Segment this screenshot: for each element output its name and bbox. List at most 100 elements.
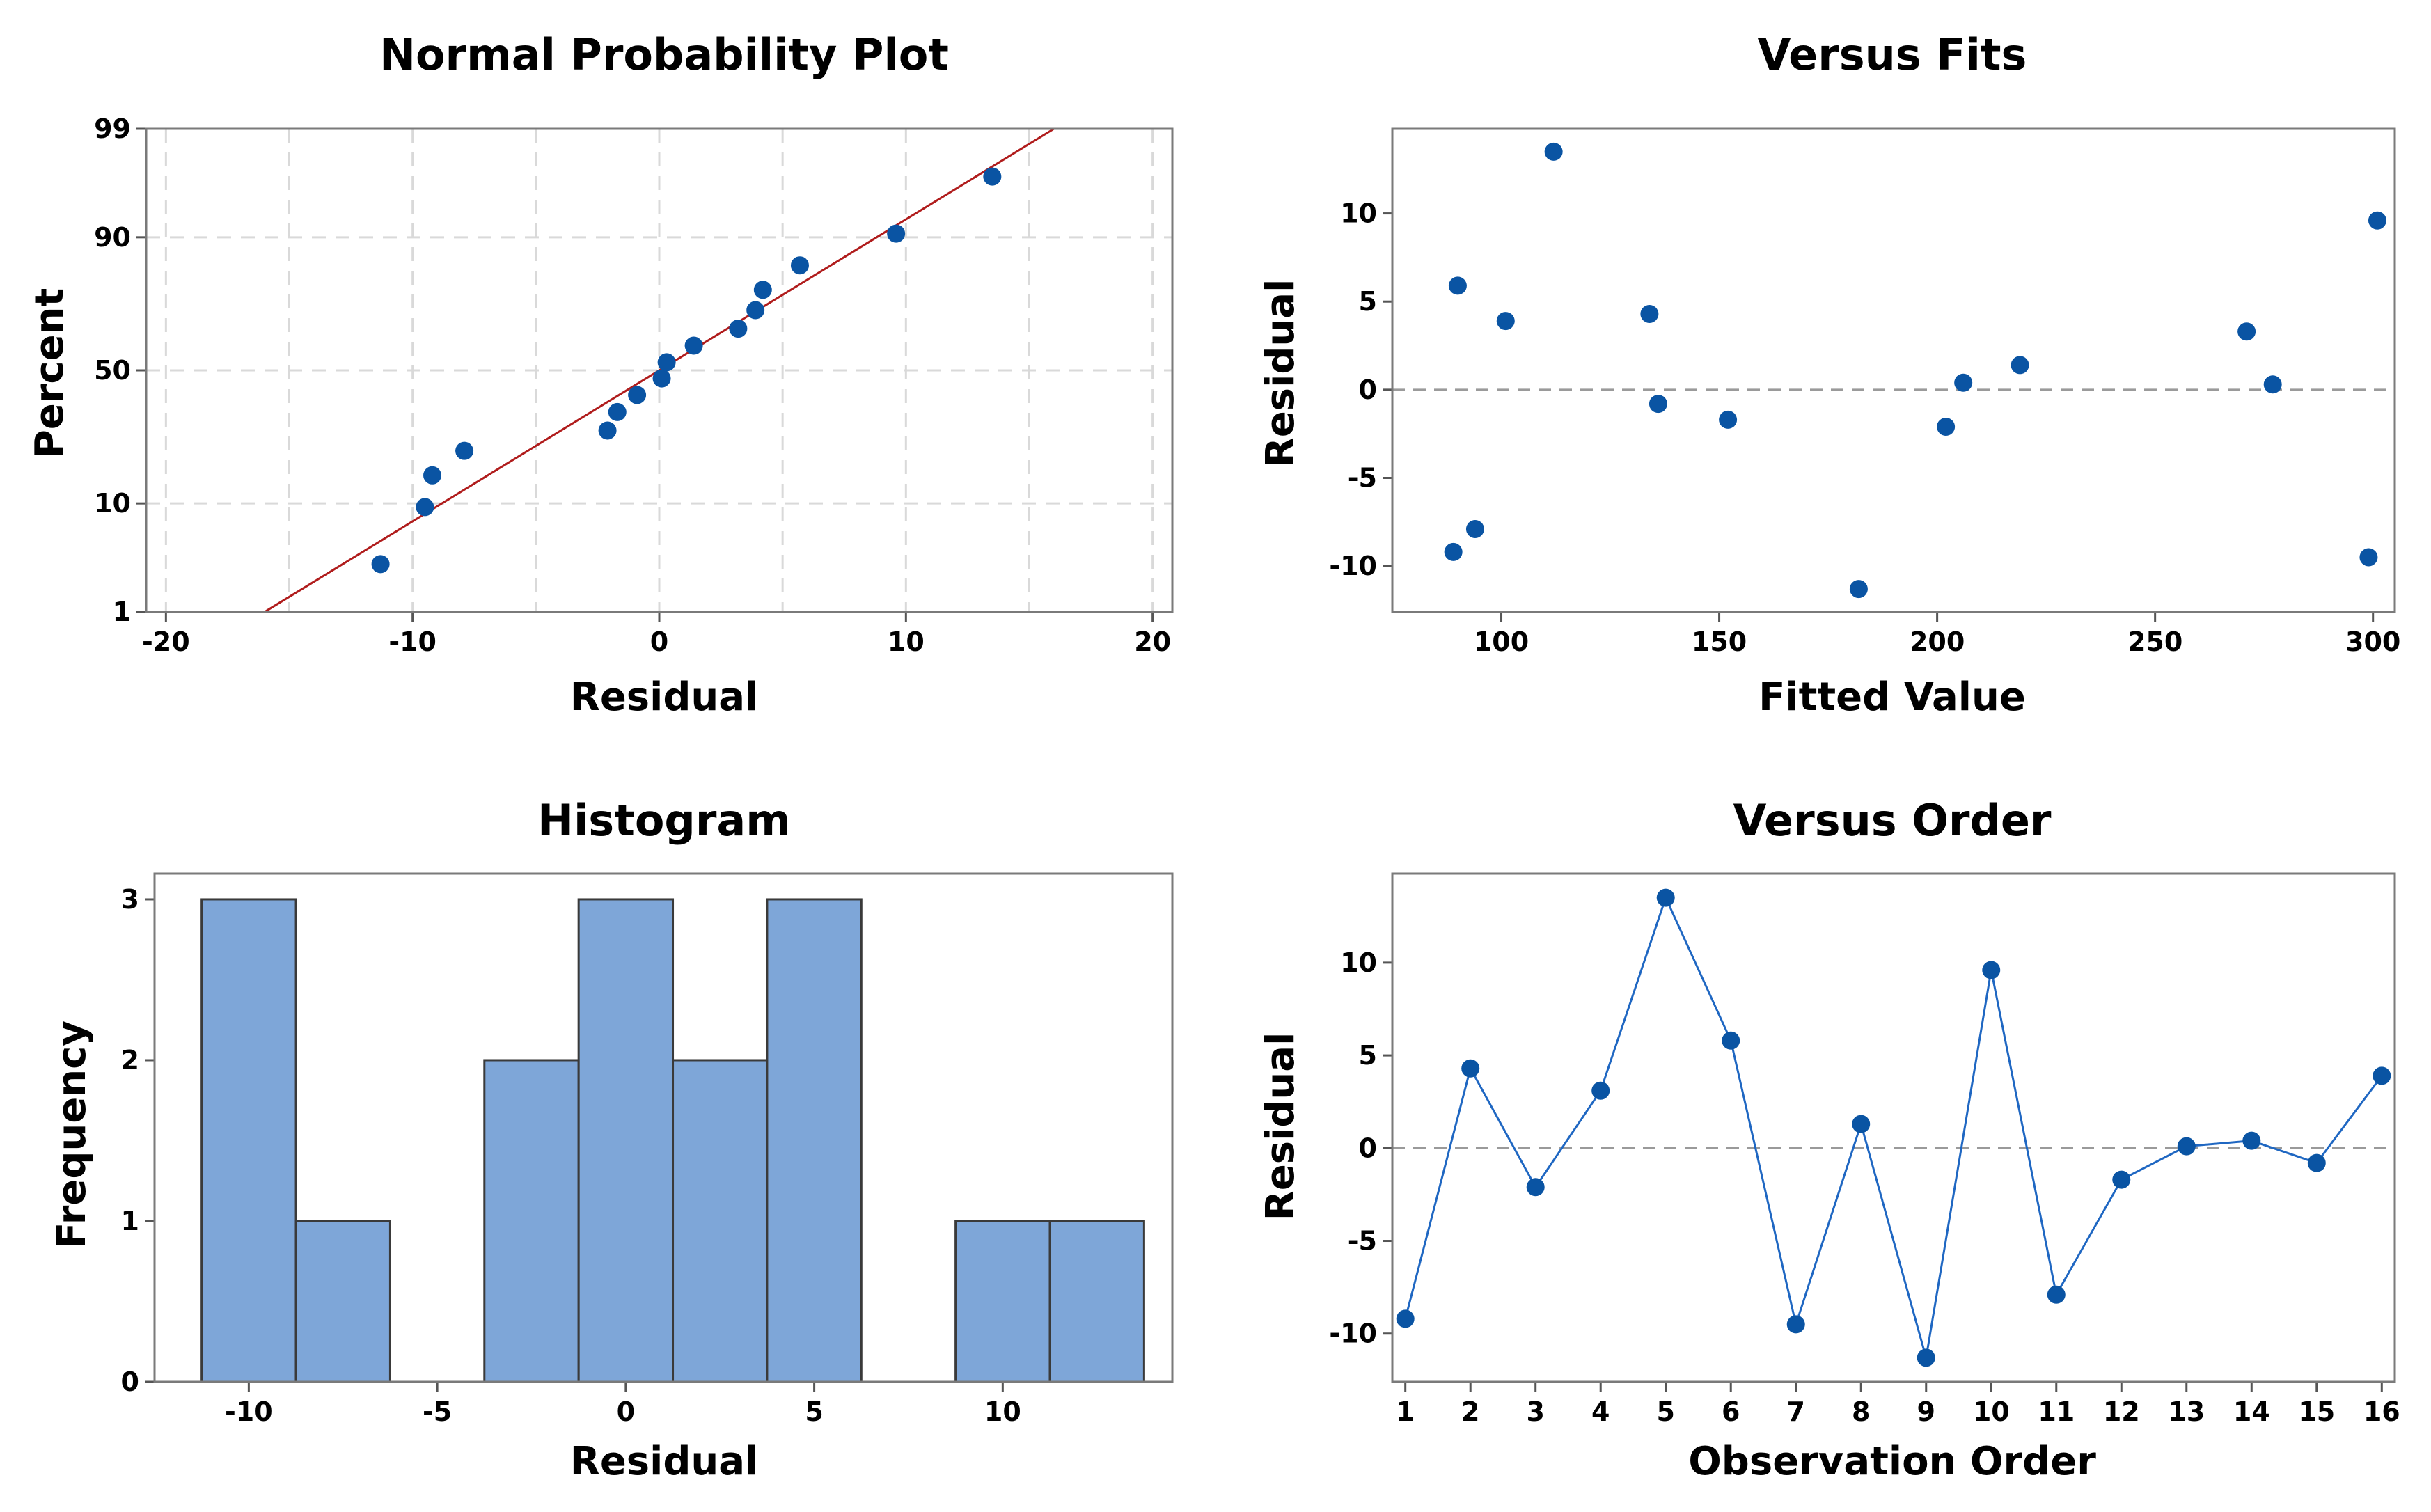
vfits-point bbox=[1544, 142, 1563, 161]
vorder-xtick-label: 9 bbox=[1917, 1396, 1935, 1427]
vorder-xtick-label: 13 bbox=[2168, 1396, 2205, 1427]
npp-point bbox=[455, 441, 474, 460]
npp-xtick-label: 20 bbox=[1134, 627, 1171, 657]
npp-xtick-label: 0 bbox=[650, 627, 668, 657]
vorder-point bbox=[1982, 961, 2001, 979]
vfits-ytick-label: 0 bbox=[1359, 375, 1377, 405]
panel-versus-fits: Versus Fits Residual Fitted Value 100 150… bbox=[1258, 29, 2400, 720]
vfits-xtick-label: 250 bbox=[2127, 627, 2182, 657]
vfits-ytick-label: -5 bbox=[1348, 463, 1377, 494]
vorder-point bbox=[1591, 1081, 1610, 1100]
npp-xlabel: Residual bbox=[570, 675, 759, 720]
vorder-point bbox=[1461, 1059, 1480, 1078]
vfits-ytick-label: -10 bbox=[1329, 551, 1377, 581]
npp-ytick-label: 99 bbox=[94, 113, 131, 144]
npp-ylabel: Percent bbox=[27, 288, 72, 458]
vorder-xtick-label: 11 bbox=[2038, 1396, 2075, 1427]
vfits-title: Versus Fits bbox=[1758, 29, 2027, 80]
npp-xtick-label: -10 bbox=[388, 627, 436, 657]
vorder-xtick-label: 5 bbox=[1657, 1396, 1675, 1427]
npp-point bbox=[684, 336, 703, 355]
vorder-frame bbox=[1391, 872, 2396, 1383]
vfits-point bbox=[1937, 418, 1956, 436]
vfits-point bbox=[1649, 395, 1667, 414]
npp-point bbox=[753, 281, 772, 299]
vorder-xtick-label: 1 bbox=[1396, 1396, 1414, 1427]
npp-point bbox=[423, 466, 442, 485]
vorder-xtick-label: 8 bbox=[1852, 1396, 1870, 1427]
hist-bar bbox=[577, 898, 675, 1383]
vfits-ylabel: Residual bbox=[1258, 279, 1303, 468]
vfits-point bbox=[2359, 548, 2378, 567]
vorder-ytick-label: -5 bbox=[1348, 1226, 1377, 1257]
vfits-point bbox=[1465, 519, 1484, 538]
vorder-point bbox=[2177, 1137, 2196, 1156]
vorder-points bbox=[1396, 888, 2391, 1367]
vfits-xtick-label: 300 bbox=[2345, 627, 2400, 657]
panel-normal-probability-plot: Normal Probability Plot Percent Residual… bbox=[27, 29, 1174, 720]
vorder-xtick-label: 3 bbox=[1526, 1396, 1544, 1427]
vorder-xtick-label: 12 bbox=[2103, 1396, 2140, 1427]
hist-frame bbox=[153, 872, 1174, 1383]
npp-ytick-label: 50 bbox=[94, 355, 131, 386]
panel-histogram: Histogram Frequency Residual -10 -5 0 5 10 0 1… bbox=[49, 795, 1174, 1484]
vfits-point bbox=[1849, 580, 1868, 599]
vfits-point bbox=[2368, 211, 2386, 230]
vorder-ytick-label: 10 bbox=[1340, 947, 1377, 978]
vorder-point bbox=[1526, 1178, 1545, 1197]
hist-xtick-label: -5 bbox=[423, 1396, 452, 1427]
hist-ytick-label: 2 bbox=[121, 1045, 139, 1076]
vorder-xtick-label: 15 bbox=[2298, 1396, 2335, 1427]
hist-bar bbox=[766, 898, 863, 1383]
vorder-ytick-label: 0 bbox=[1359, 1133, 1377, 1163]
vfits-points bbox=[1444, 142, 2386, 599]
npp-point bbox=[729, 320, 748, 338]
vorder-point bbox=[1852, 1115, 1871, 1133]
panel-versus-order: Versus Order Residual Observation Order … bbox=[1258, 795, 2400, 1484]
vfits-xtick-label: 150 bbox=[1692, 627, 1747, 657]
vfits-point bbox=[1954, 373, 1973, 392]
npp-point bbox=[657, 353, 676, 372]
hist-ticks: -10 -5 0 5 10 0 1 2 3 bbox=[121, 884, 1021, 1427]
npp-points bbox=[371, 167, 1002, 574]
vorder-title: Versus Order bbox=[1733, 795, 2051, 846]
vfits-point bbox=[2237, 322, 2256, 341]
npp-ytick-label: 90 bbox=[94, 222, 131, 253]
npp-title: Normal Probability Plot bbox=[379, 29, 949, 80]
hist-bar bbox=[200, 898, 297, 1383]
npp-xtick-label: -20 bbox=[142, 627, 190, 657]
vfits-xtick-label: 100 bbox=[1474, 627, 1529, 657]
vfits-xtick-label: 200 bbox=[1910, 627, 1965, 657]
npp-point bbox=[628, 386, 647, 404]
npp-point bbox=[371, 555, 390, 574]
vfits-point bbox=[1448, 276, 1467, 295]
vorder-point bbox=[2307, 1153, 2326, 1172]
hist-xtick-label: -10 bbox=[225, 1396, 273, 1427]
hist-ytick-label: 3 bbox=[121, 884, 139, 915]
vorder-xtick-label: 10 bbox=[1973, 1396, 2010, 1427]
hist-ylabel: Frequency bbox=[49, 1021, 95, 1249]
hist-ytick-label: 1 bbox=[121, 1206, 139, 1236]
vorder-point bbox=[2242, 1131, 2261, 1150]
npp-ticks: -20 -10 0 10 20 1 10 50 90 99 bbox=[94, 113, 1171, 657]
vorder-point bbox=[2047, 1285, 2066, 1304]
vorder-xtick-label: 16 bbox=[2363, 1396, 2400, 1427]
vorder-xtick-label: 4 bbox=[1591, 1396, 1610, 1427]
hist-xtick-label: 10 bbox=[984, 1396, 1021, 1427]
vorder-point bbox=[1396, 1309, 1415, 1328]
npp-point bbox=[790, 256, 809, 275]
vorder-point bbox=[2112, 1170, 2131, 1189]
npp-xtick-label: 10 bbox=[888, 627, 925, 657]
vfits-point bbox=[2263, 375, 2282, 394]
npp-ytick-label: 1 bbox=[113, 597, 131, 627]
vorder-ylabel: Residual bbox=[1258, 1032, 1303, 1221]
vorder-point bbox=[1656, 888, 1675, 907]
hist-bars bbox=[200, 898, 1145, 1383]
vorder-point bbox=[1786, 1315, 1805, 1334]
vorder-xtick-label: 6 bbox=[1722, 1396, 1740, 1427]
npp-point bbox=[983, 167, 1002, 186]
hist-title: Histogram bbox=[537, 795, 791, 846]
vorder-point bbox=[2373, 1066, 2391, 1085]
